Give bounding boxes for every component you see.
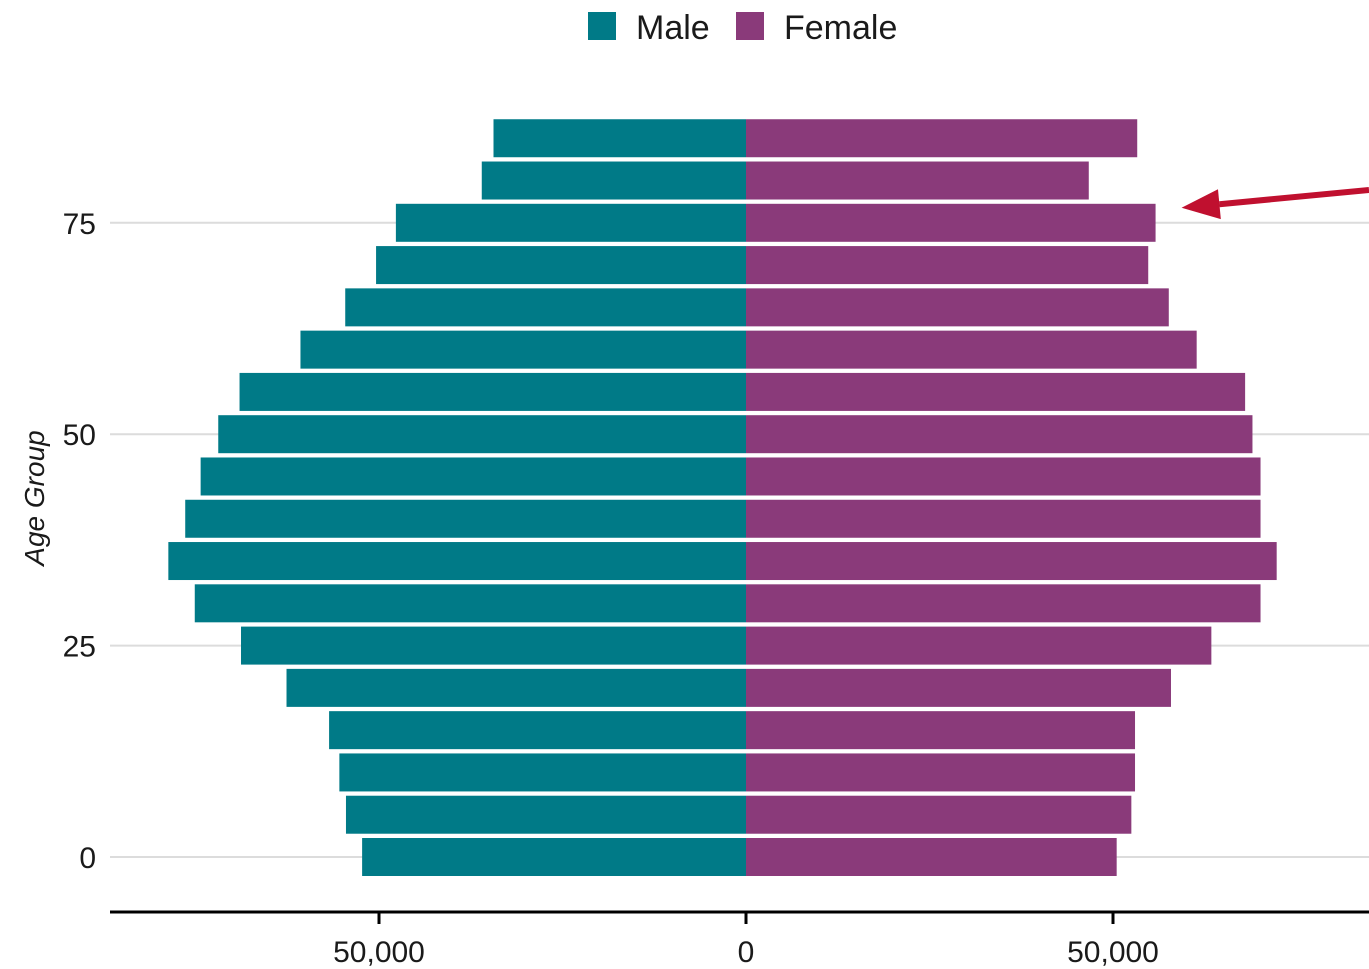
bar-male-age-40 [185, 499, 746, 538]
bar-male-age-45 [200, 457, 746, 496]
y-tick-label-50: 50 [63, 419, 96, 452]
bar-female-age-45 [746, 457, 1261, 496]
x-tick-label--50000: 50,000 [333, 936, 425, 969]
bar-female-age-75 [746, 203, 1156, 242]
bar-female-age-0 [746, 838, 1117, 876]
y-axis-title: Age Group [19, 430, 50, 567]
bar-male-age-35 [168, 542, 747, 581]
legend-swatch-female [736, 12, 764, 40]
bar-male-age-20 [286, 668, 746, 707]
y-tick-label-25: 25 [63, 631, 96, 664]
bar-female-age-50 [746, 415, 1253, 454]
bar-male-age-5 [345, 795, 746, 834]
annotation-arrow-shaft [1219, 187, 1369, 208]
bar-female-age-60 [746, 330, 1197, 369]
bar-male-age-0 [362, 838, 746, 876]
bar-male-age-75 [395, 203, 746, 242]
x-axis: 50,000 0 50,000 [110, 910, 1369, 969]
bar-female-age-40 [746, 499, 1261, 538]
bar-male-age-55 [239, 372, 747, 411]
bar-female-age-30 [746, 584, 1261, 623]
legend-label-female: Female [784, 9, 897, 47]
bar-female-age-5 [746, 795, 1132, 834]
bar-female-age-70 [746, 246, 1149, 285]
bar-female-age-85 [746, 119, 1138, 158]
bar-male-age-50 [218, 415, 746, 454]
bar-male-age-15 [329, 711, 746, 750]
x-tick-label-0: 0 [738, 936, 755, 969]
y-tick-label-75: 75 [63, 208, 96, 241]
bar-male-age-25 [241, 626, 746, 665]
legend-label-male: Male [636, 9, 710, 47]
bar-female-age-35 [746, 542, 1277, 581]
bar-female-age-20 [746, 668, 1171, 707]
bar-female-age-25 [746, 626, 1212, 665]
y-axis-ticks: 0 25 50 75 [63, 208, 96, 875]
bar-female-age-65 [746, 288, 1169, 327]
bar-female-age-55 [746, 372, 1246, 411]
bar-male-age-60 [300, 330, 746, 369]
bar-female-age-15 [746, 711, 1136, 750]
legend-swatch-male [588, 12, 616, 40]
legend: Male Female [588, 9, 897, 47]
bar-male-age-30 [194, 584, 747, 623]
bar-male-age-65 [345, 288, 746, 327]
x-tick-label-50000: 50,000 [1067, 936, 1159, 969]
bar-male-age-10 [339, 753, 746, 792]
bars [168, 119, 1277, 876]
bar-female-age-10 [746, 753, 1136, 792]
annotation-arrow [1181, 187, 1369, 220]
bar-male-age-85 [493, 119, 746, 158]
annotation-arrow-head [1181, 189, 1221, 220]
bar-female-age-80 [746, 161, 1089, 200]
y-tick-label-0: 0 [79, 842, 96, 875]
bar-male-age-80 [481, 161, 746, 200]
bar-male-age-70 [376, 246, 746, 285]
